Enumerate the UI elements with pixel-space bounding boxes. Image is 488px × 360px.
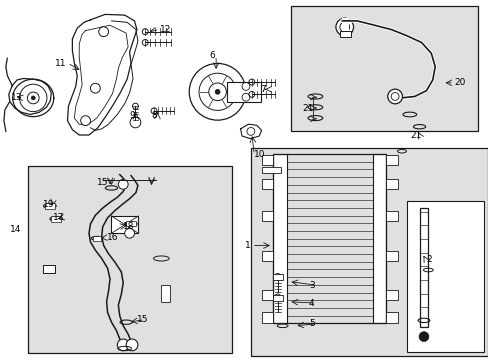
Text: 15: 15 — [137, 315, 148, 324]
Circle shape — [387, 89, 402, 104]
Bar — [261, 251, 272, 261]
Text: 11: 11 — [55, 58, 66, 68]
Text: 3: 3 — [308, 281, 314, 289]
Bar — [419, 208, 427, 327]
Circle shape — [118, 179, 128, 189]
Text: 17: 17 — [53, 213, 64, 222]
Bar — [407, 201, 483, 352]
Circle shape — [90, 83, 100, 93]
Bar — [45, 203, 55, 209]
Text: 2: 2 — [426, 255, 431, 264]
Bar — [272, 274, 282, 280]
Bar — [28, 166, 232, 353]
Text: 7: 7 — [260, 85, 265, 94]
Text: 5: 5 — [308, 320, 314, 328]
Text: 10: 10 — [254, 150, 265, 159]
Bar — [261, 167, 281, 173]
Text: 14: 14 — [10, 225, 21, 234]
Bar — [250, 148, 487, 356]
Circle shape — [81, 116, 90, 126]
Text: 18: 18 — [123, 222, 135, 231]
Circle shape — [418, 332, 428, 342]
Bar — [386, 155, 397, 165]
Bar — [386, 290, 397, 300]
Text: 21: 21 — [410, 130, 421, 139]
Bar — [386, 251, 397, 261]
Bar — [111, 216, 138, 233]
Text: 6: 6 — [209, 51, 215, 60]
Circle shape — [124, 228, 134, 238]
Circle shape — [117, 339, 129, 351]
Text: 21: 21 — [302, 104, 313, 113]
Bar — [386, 312, 397, 323]
Text: 15: 15 — [97, 178, 108, 187]
Circle shape — [31, 96, 35, 100]
Text: 16: 16 — [106, 233, 118, 242]
Text: 8: 8 — [151, 112, 157, 120]
Bar — [272, 154, 386, 323]
Bar — [261, 312, 272, 323]
Bar — [290, 6, 477, 131]
Circle shape — [189, 63, 245, 120]
Bar — [227, 82, 260, 102]
Bar — [261, 179, 272, 189]
Circle shape — [126, 339, 138, 351]
Circle shape — [335, 18, 353, 36]
Bar — [93, 236, 101, 241]
Text: 9: 9 — [129, 112, 135, 120]
Bar — [51, 216, 61, 222]
Text: 4: 4 — [308, 299, 314, 307]
Text: 12: 12 — [160, 25, 171, 34]
Text: 20: 20 — [454, 78, 465, 87]
Bar — [386, 211, 397, 221]
Bar — [339, 31, 350, 37]
Bar — [372, 154, 386, 323]
Bar — [272, 295, 282, 301]
Text: 19: 19 — [43, 200, 55, 209]
Circle shape — [99, 27, 108, 37]
Bar — [386, 179, 397, 189]
Circle shape — [215, 89, 220, 94]
Bar — [43, 265, 55, 273]
Text: 13: 13 — [11, 94, 22, 102]
Bar — [261, 155, 272, 165]
Bar — [261, 290, 272, 300]
Bar — [272, 154, 286, 323]
Bar — [261, 211, 272, 221]
Bar — [126, 221, 136, 226]
Bar — [161, 285, 170, 302]
Text: 1: 1 — [244, 241, 250, 250]
